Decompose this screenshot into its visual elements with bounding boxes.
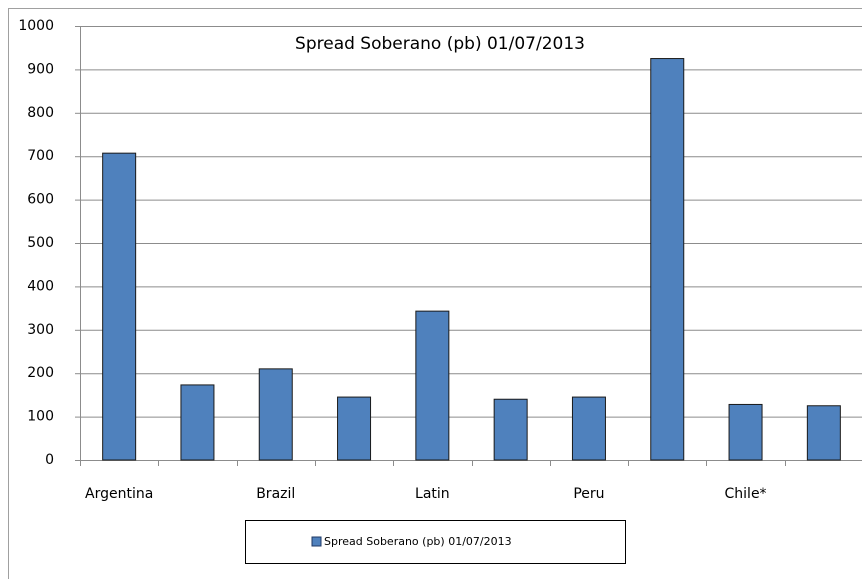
bar (180, 384, 215, 461)
bar (650, 58, 685, 461)
y-tick-label: 1000 (18, 18, 54, 34)
x-tick-label: Brazil (256, 486, 295, 502)
y-tick-label: 300 (27, 322, 54, 338)
x-tick-label: Peru (573, 486, 604, 502)
bar (728, 403, 763, 461)
chart-border (8, 8, 862, 579)
y-tick-label: 800 (27, 105, 54, 121)
legend-box (245, 520, 626, 564)
bar (415, 310, 450, 461)
x-tick-label: Chile* (725, 486, 767, 502)
bar (806, 405, 841, 461)
y-tick-label: 500 (27, 235, 54, 251)
legend-label: Spread Soberano (pb) 01/07/2013 (324, 535, 512, 548)
bar (493, 398, 528, 461)
y-tick-label: 700 (27, 148, 54, 164)
x-tick-label: Latin (415, 486, 450, 502)
bar (258, 368, 293, 461)
x-tick-label: Argentina (85, 486, 153, 502)
y-tick-label: 100 (27, 409, 54, 425)
chart-title: Spread Soberano (pb) 01/07/2013 (295, 34, 585, 54)
legend-swatch (311, 536, 322, 547)
bar (337, 396, 372, 461)
bar (571, 396, 606, 461)
y-tick-label: 0 (45, 452, 54, 468)
y-tick-label: 400 (27, 278, 54, 294)
y-tick-label: 900 (27, 61, 54, 77)
y-tick-label: 600 (27, 192, 54, 208)
bar (102, 152, 137, 461)
y-tick-label: 200 (27, 365, 54, 381)
legend: Spread Soberano (pb) 01/07/2013 (245, 520, 626, 564)
